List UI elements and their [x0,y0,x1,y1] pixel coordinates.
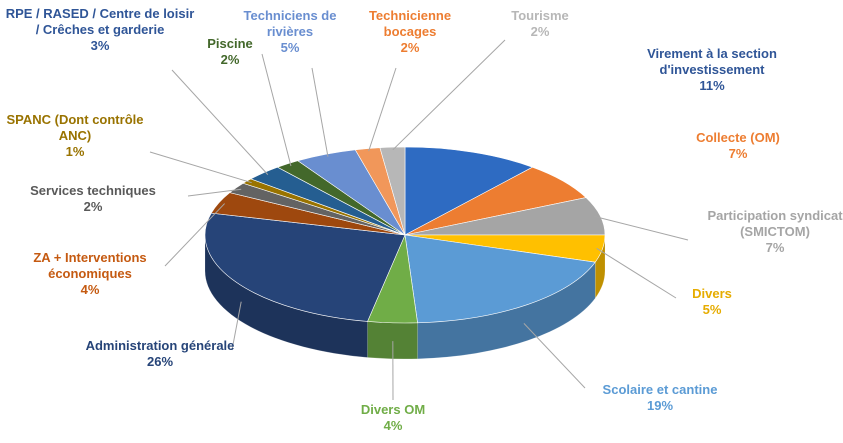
category-label: Administration générale [85,338,235,353]
leader-line [594,215,689,241]
category-label: Tourisme [511,8,569,23]
slice-label: Administration générale 26% [85,338,235,370]
slice-label: Divers 5% [662,286,762,318]
slice-label: Tourisme 2% [490,8,590,40]
slice-label: Piscine 2% [190,36,270,68]
slice-label: ZA + Interventions économiques 4% [5,250,175,298]
value-label: 11% [699,78,725,93]
value-label: 5% [702,302,722,317]
slice-label: SPANC (Dont contrôle ANC) 1% [0,112,150,160]
value-label: 1% [65,144,85,159]
slice [379,146,406,236]
leader-line [523,323,586,389]
slice [404,234,596,324]
category-label: Services techniques [30,183,156,198]
slice-label: Techniciens de rivières 5% [230,8,350,56]
slice-label: Services techniques 2% [0,183,188,215]
category-label: Scolaire et cantine [602,382,718,397]
value-label: 2% [220,52,240,67]
slice-label: Scolaire et cantine 19% [575,382,745,414]
value-label: 7% [728,146,748,161]
leader-line [368,67,397,152]
value-label: 26% [146,354,174,369]
leader-line [231,301,242,351]
leader-line [171,69,269,175]
category-label: Technicienne bocages [368,8,452,39]
slice-label: Collecte (OM) 7% [668,130,808,162]
category-label: Divers [692,286,732,301]
leader-line [187,188,242,197]
value-label: 2% [530,24,550,39]
category-label: SPANC (Dont contrôle ANC) [6,112,144,143]
slice-label: Participation syndicat (SMICTOM) 7% [695,208,843,256]
value-label: 7% [765,240,785,255]
category-label: ZA + Interventions économiques [33,250,147,281]
slice [204,212,406,322]
slice [404,146,534,236]
category-label: Piscine [207,36,253,51]
slice-label: Technicienne bocages 2% [355,8,465,56]
category-label: Divers OM [360,402,426,417]
leader-line [164,203,225,267]
value-label: 5% [280,40,300,55]
slice-label: Divers OM 4% [343,402,443,434]
category-label: Techniciens de rivières [243,8,337,39]
leader-line [149,151,252,184]
leader-line [311,67,329,157]
leader-line [392,39,506,151]
category-label: Collecte (OM) [696,130,780,145]
value-label: 4% [80,282,100,297]
leader-line [596,247,677,299]
slice-label: Virement à la section d'investissement 11… [617,46,807,94]
leader-line [261,53,292,167]
value-label: 19% [646,398,674,413]
category-label: Virement à la section d'investissement [647,46,777,77]
slice-label: RPE / RASED / Centre de loisir / Crêches… [5,6,195,54]
value-label: 4% [383,418,403,433]
value-label: 2% [400,40,420,55]
category-label: RPE / RASED / Centre de loisir / Crêches… [5,6,195,37]
category-label: Participation syndicat (SMICTOM) [707,208,843,239]
value-label: 3% [90,38,110,53]
value-label: 2% [83,199,103,214]
